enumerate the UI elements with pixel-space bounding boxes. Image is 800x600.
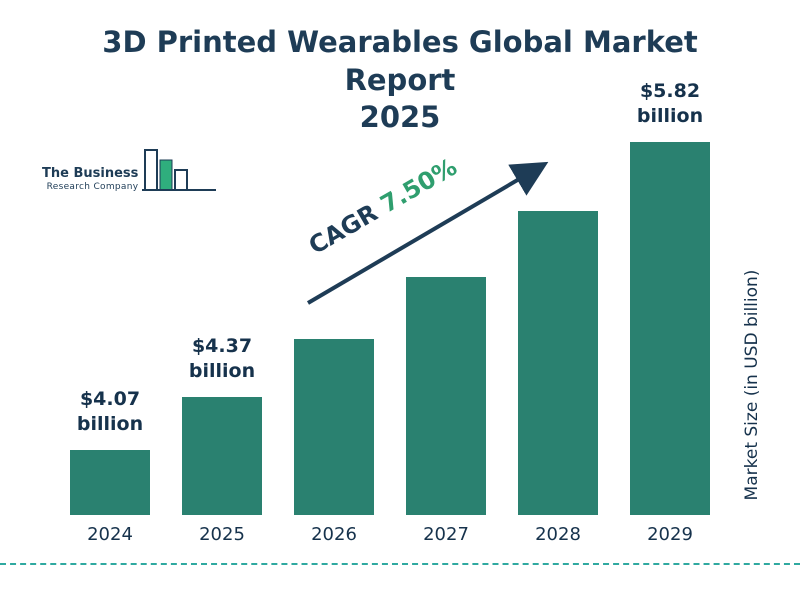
bar-column: $5.82 billion [630,80,710,515]
title-line-2: 2025 [359,100,441,135]
company-name-line-1: The Business [42,165,139,181]
x-axis-label: 2025 [199,524,245,545]
bar-column: $4.37 billion [182,142,262,515]
y-axis-label: Market Size (in USD billion) [742,269,762,501]
x-axis-label: 2029 [647,524,693,545]
x-axis-label: 2024 [87,524,133,545]
bar [630,142,710,515]
title-line-1: 3D Printed Wearables Global Market Repor… [102,25,698,97]
bar-chart-logo-icon [142,149,217,191]
bottom-dashed-line [0,563,800,565]
company-logo-text: The Business Research Company [42,165,139,198]
bar [70,450,150,515]
x-axis-label: 2028 [535,524,581,545]
bar-value-label: $4.07 billion [76,387,144,436]
company-name-line-2: Research Company [46,181,139,192]
company-logo: The Business Research Company [42,142,218,198]
bar [294,339,374,515]
bar-value-label: $5.82 billion [636,79,704,128]
bar [182,397,262,515]
x-axis-labels: 2024 2025 2026 2027 2028 2029 [70,524,710,545]
bar-column [406,142,486,515]
x-axis-label: 2027 [423,524,469,545]
bars: $4.07 billion $4.37 billion $5.82 billion [70,80,710,515]
bar-value-label: $4.37 billion [188,334,256,383]
bar-column [518,142,598,515]
bar [406,277,486,515]
bar-column [294,142,374,515]
bar-column: $4.07 billion [70,142,150,515]
page-title: 3D Printed Wearables Global Market Repor… [80,24,720,137]
bar [518,211,598,515]
x-axis-label: 2026 [311,524,357,545]
